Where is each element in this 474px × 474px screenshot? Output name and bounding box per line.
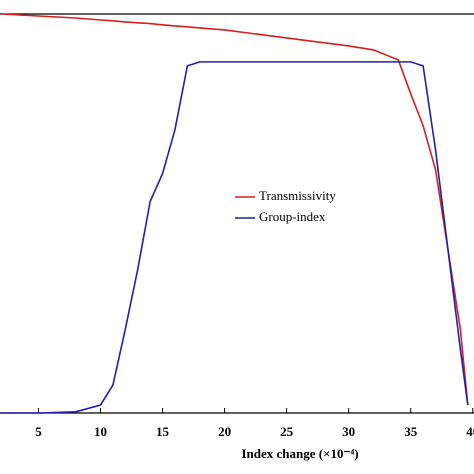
x-tick-label: 40 [466, 424, 474, 439]
x-axis-label: Index change (×10⁻⁴) [241, 446, 358, 461]
x-tick-label: 15 [156, 424, 170, 439]
x-tick-label: 25 [280, 424, 294, 439]
series-line [1, 13, 469, 406]
x-tick-label: 5 [35, 424, 42, 439]
legend-label: Group-index [259, 209, 326, 224]
x-tick-label: 10 [94, 424, 107, 439]
x-tick-label: 20 [218, 424, 231, 439]
x-tick-label: 30 [342, 424, 355, 439]
legend-label: Transmissivity [259, 188, 336, 203]
series-line [1, 61, 469, 414]
x-tick-label: 35 [404, 424, 418, 439]
